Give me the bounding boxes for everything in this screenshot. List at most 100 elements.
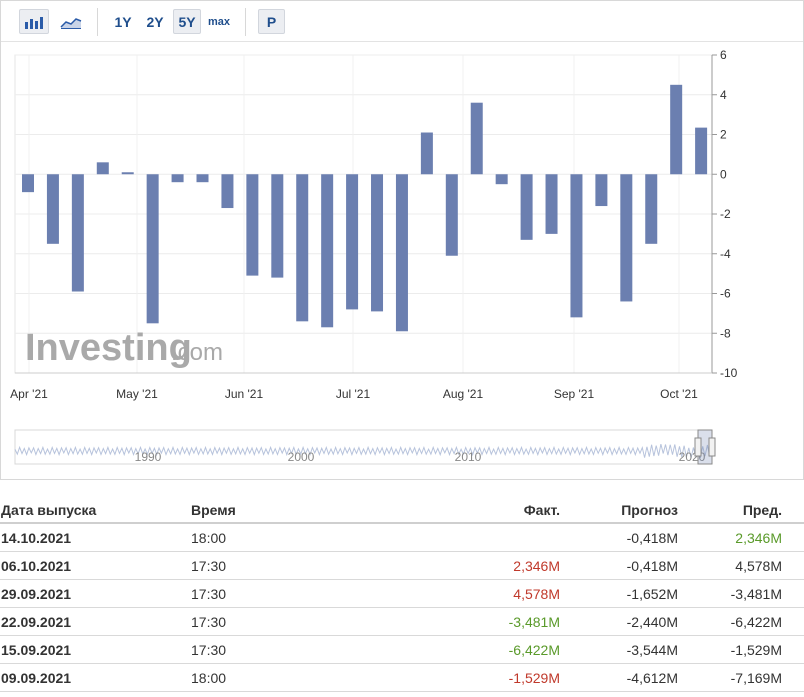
- forecast-cell: -3,544M: [626, 642, 678, 658]
- p-button[interactable]: P: [258, 9, 285, 34]
- range-1y-button[interactable]: 1Y: [114, 13, 132, 30]
- table-row: 06.10.2021 17:30 2,346M -0,418M 4,578M: [0, 552, 804, 580]
- time-cell: 18:00: [191, 530, 227, 546]
- y-tick-label: 4: [720, 88, 727, 102]
- bar[interactable]: [545, 174, 558, 234]
- y-tick-label: -6: [720, 287, 731, 301]
- forecast-cell: -0,418M: [626, 530, 678, 546]
- bar-chart: Investing .com 6 4 2 0 -2 -4 -6 -8 -10 Apr '21 Ma…: [10, 48, 738, 465]
- bar[interactable]: [171, 174, 184, 183]
- bar[interactable]: [146, 174, 159, 324]
- x-tick-label: Jul '21: [336, 387, 371, 401]
- bar[interactable]: [670, 84, 683, 175]
- y-tick-label: 0: [720, 167, 727, 181]
- y-tick-label: -8: [720, 326, 731, 340]
- forecast-cell: -2,440M: [626, 614, 678, 630]
- time-cell: 17:30: [191, 586, 227, 602]
- forecast-cell: -0,418M: [626, 558, 678, 574]
- actual-cell: 2,346M: [513, 558, 560, 574]
- y-tick-label: 6: [720, 48, 727, 62]
- navigator-left-handle[interactable]: [694, 437, 702, 457]
- bar-chart-type-button[interactable]: [19, 9, 49, 34]
- area-chart-type-button[interactable]: [56, 9, 86, 34]
- previous-cell: -6,422M: [730, 614, 782, 630]
- release-date-cell: 29.09.2021: [1, 586, 72, 602]
- bar[interactable]: [520, 174, 533, 240]
- header-release-date: Дата выпуска: [1, 502, 97, 518]
- bar[interactable]: [445, 174, 458, 256]
- bar[interactable]: [595, 174, 608, 207]
- navigator-frame: [14, 429, 713, 465]
- x-tick-label: May '21: [116, 387, 158, 401]
- release-date-cell: 15.09.2021: [1, 642, 72, 658]
- range-2y-button[interactable]: 2Y: [146, 13, 164, 30]
- watermark-suffix: .com: [171, 339, 223, 366]
- bar[interactable]: [395, 174, 408, 332]
- forecast-cell: -4,612M: [626, 670, 678, 686]
- bar[interactable]: [695, 127, 708, 175]
- bar[interactable]: [271, 174, 284, 278]
- navigator-year-label: 2000: [288, 450, 315, 464]
- bar[interactable]: [296, 174, 309, 322]
- forecast-cell: -1,652M: [626, 586, 678, 602]
- bar[interactable]: [420, 132, 433, 175]
- release-date-cell: 14.10.2021: [1, 530, 72, 546]
- time-cell: 18:00: [191, 670, 227, 686]
- bar[interactable]: [645, 174, 658, 244]
- navigator-series: [14, 443, 713, 459]
- previous-cell: -7,169M: [730, 670, 782, 686]
- header-forecast: Прогноз: [621, 502, 678, 518]
- bar[interactable]: [570, 174, 583, 318]
- bar[interactable]: [196, 174, 209, 183]
- bar[interactable]: [371, 174, 384, 312]
- x-tick-label: Sep '21: [554, 387, 595, 401]
- chart-container: 1Y 2Y 5Y max P Investing .com 6 4 2 0 -2 -4 -6…: [0, 0, 804, 480]
- bar[interactable]: [121, 172, 134, 175]
- release-date-cell: 09.09.2021: [1, 670, 72, 686]
- header-previous: Пред.: [742, 502, 782, 518]
- bar[interactable]: [22, 174, 34, 193]
- time-cell: 17:30: [191, 614, 227, 630]
- toolbar-separator: [97, 8, 98, 36]
- header-actual: Факт.: [523, 502, 560, 518]
- range-max-button[interactable]: max: [207, 15, 231, 28]
- bar[interactable]: [321, 174, 334, 328]
- navigator-right-handle[interactable]: [708, 437, 716, 457]
- navigator[interactable]: 1990 2000 2010 2020: [14, 429, 716, 465]
- investing-watermark: Investing .com: [25, 327, 223, 369]
- bar[interactable]: [495, 174, 508, 185]
- x-tick-label: Oct '21: [660, 387, 698, 401]
- table-row: 09.09.2021 18:00 -1,529M -4,612M -7,169M: [0, 664, 804, 692]
- table-row: 29.09.2021 17:30 4,578M -1,652M -3,481M: [0, 580, 804, 608]
- range-5y-button[interactable]: 5Y: [173, 9, 201, 34]
- area-chart-icon: [60, 17, 82, 29]
- bar[interactable]: [346, 174, 359, 310]
- bar[interactable]: [470, 102, 483, 175]
- time-cell: 17:30: [191, 558, 227, 574]
- previous-cell: -3,481M: [730, 586, 782, 602]
- header-time: Время: [191, 502, 236, 518]
- bar[interactable]: [46, 174, 59, 244]
- release-date-cell: 06.10.2021: [1, 558, 72, 574]
- y-tick-label: -10: [720, 366, 738, 380]
- navigator-year-label: 2010: [455, 450, 482, 464]
- navigator-year-label: 1990: [135, 450, 162, 464]
- bar[interactable]: [71, 174, 84, 292]
- table-row: 14.10.2021 18:00 -0,418M 2,346M: [0, 524, 804, 552]
- previous-cell: -1,529M: [730, 642, 782, 658]
- watermark-brand: Investing: [25, 327, 192, 369]
- bar[interactable]: [221, 174, 234, 209]
- table-header: Дата выпуска Время Факт. Прогноз Пред.: [0, 496, 804, 524]
- bar[interactable]: [96, 162, 109, 175]
- bar[interactable]: [246, 174, 259, 276]
- actual-cell: -3,481M: [508, 614, 560, 630]
- actual-cell: -1,529M: [508, 670, 560, 686]
- bar-chart-icon: [25, 16, 43, 29]
- chart-toolbar: 1Y 2Y 5Y max P: [1, 1, 803, 42]
- table-row: 22.09.2021 17:30 -3,481M -2,440M -6,422M: [0, 608, 804, 636]
- x-tick-label: Aug '21: [443, 387, 484, 401]
- release-date-cell: 22.09.2021: [1, 614, 72, 630]
- time-cell: 17:30: [191, 642, 227, 658]
- x-tick-label: Jun '21: [225, 387, 264, 401]
- bar[interactable]: [620, 174, 633, 302]
